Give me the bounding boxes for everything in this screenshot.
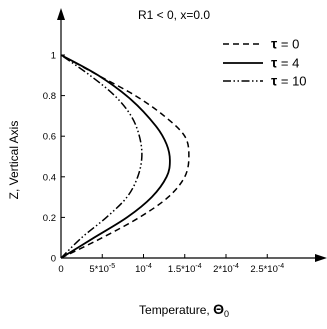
x-axis-arrow (315, 254, 327, 262)
y-tick-label: 0.8 (43, 91, 56, 102)
series-line-1 (60, 54, 171, 259)
tick-layer: 0 0.2 0.4 0.6 0.8 1 0 5*10-5 10-4 1.5*10-4 2*10-4 2… (43, 51, 284, 276)
y-tick-label: 0 (51, 254, 56, 265)
x-axis-label: Temperature, Θ0 (139, 301, 229, 319)
legend: τ = 0 τ = 4 τ = 10 (223, 36, 307, 89)
x-tick-label: 2*10-4 (213, 263, 239, 275)
x-tick-label: 10-4 (135, 263, 152, 275)
x-tick-label: 1.5*10-4 (168, 263, 202, 275)
x-axis-label-text: Temperature, (139, 303, 213, 317)
y-axis-arrow (57, 8, 65, 20)
y-tick-label: 0.2 (43, 213, 56, 224)
x-tick-label: 2.5*10-4 (250, 263, 284, 275)
y-tick-label: 0.4 (43, 172, 56, 183)
x-tick-label: 0 (58, 264, 63, 275)
x-axis-label-sub: 0 (224, 309, 229, 319)
y-axis-label: Z, Vertical Axis (7, 121, 21, 200)
series-line-2 (60, 54, 143, 259)
y-tick-label: 0.6 (43, 132, 56, 143)
y-tick-label: 1 (51, 51, 56, 62)
x-axis-label-symbol: Θ (213, 301, 224, 317)
series-line-0 (60, 54, 190, 259)
x-tick-label: 5*10-5 (89, 263, 115, 275)
chart-title: R1 < 0, x=0.0 (138, 8, 210, 22)
legend-label: τ = 4 (271, 55, 299, 71)
legend-label: τ = 10 (271, 73, 307, 89)
legend-label: τ = 0 (271, 36, 299, 52)
series-layer (60, 54, 190, 259)
